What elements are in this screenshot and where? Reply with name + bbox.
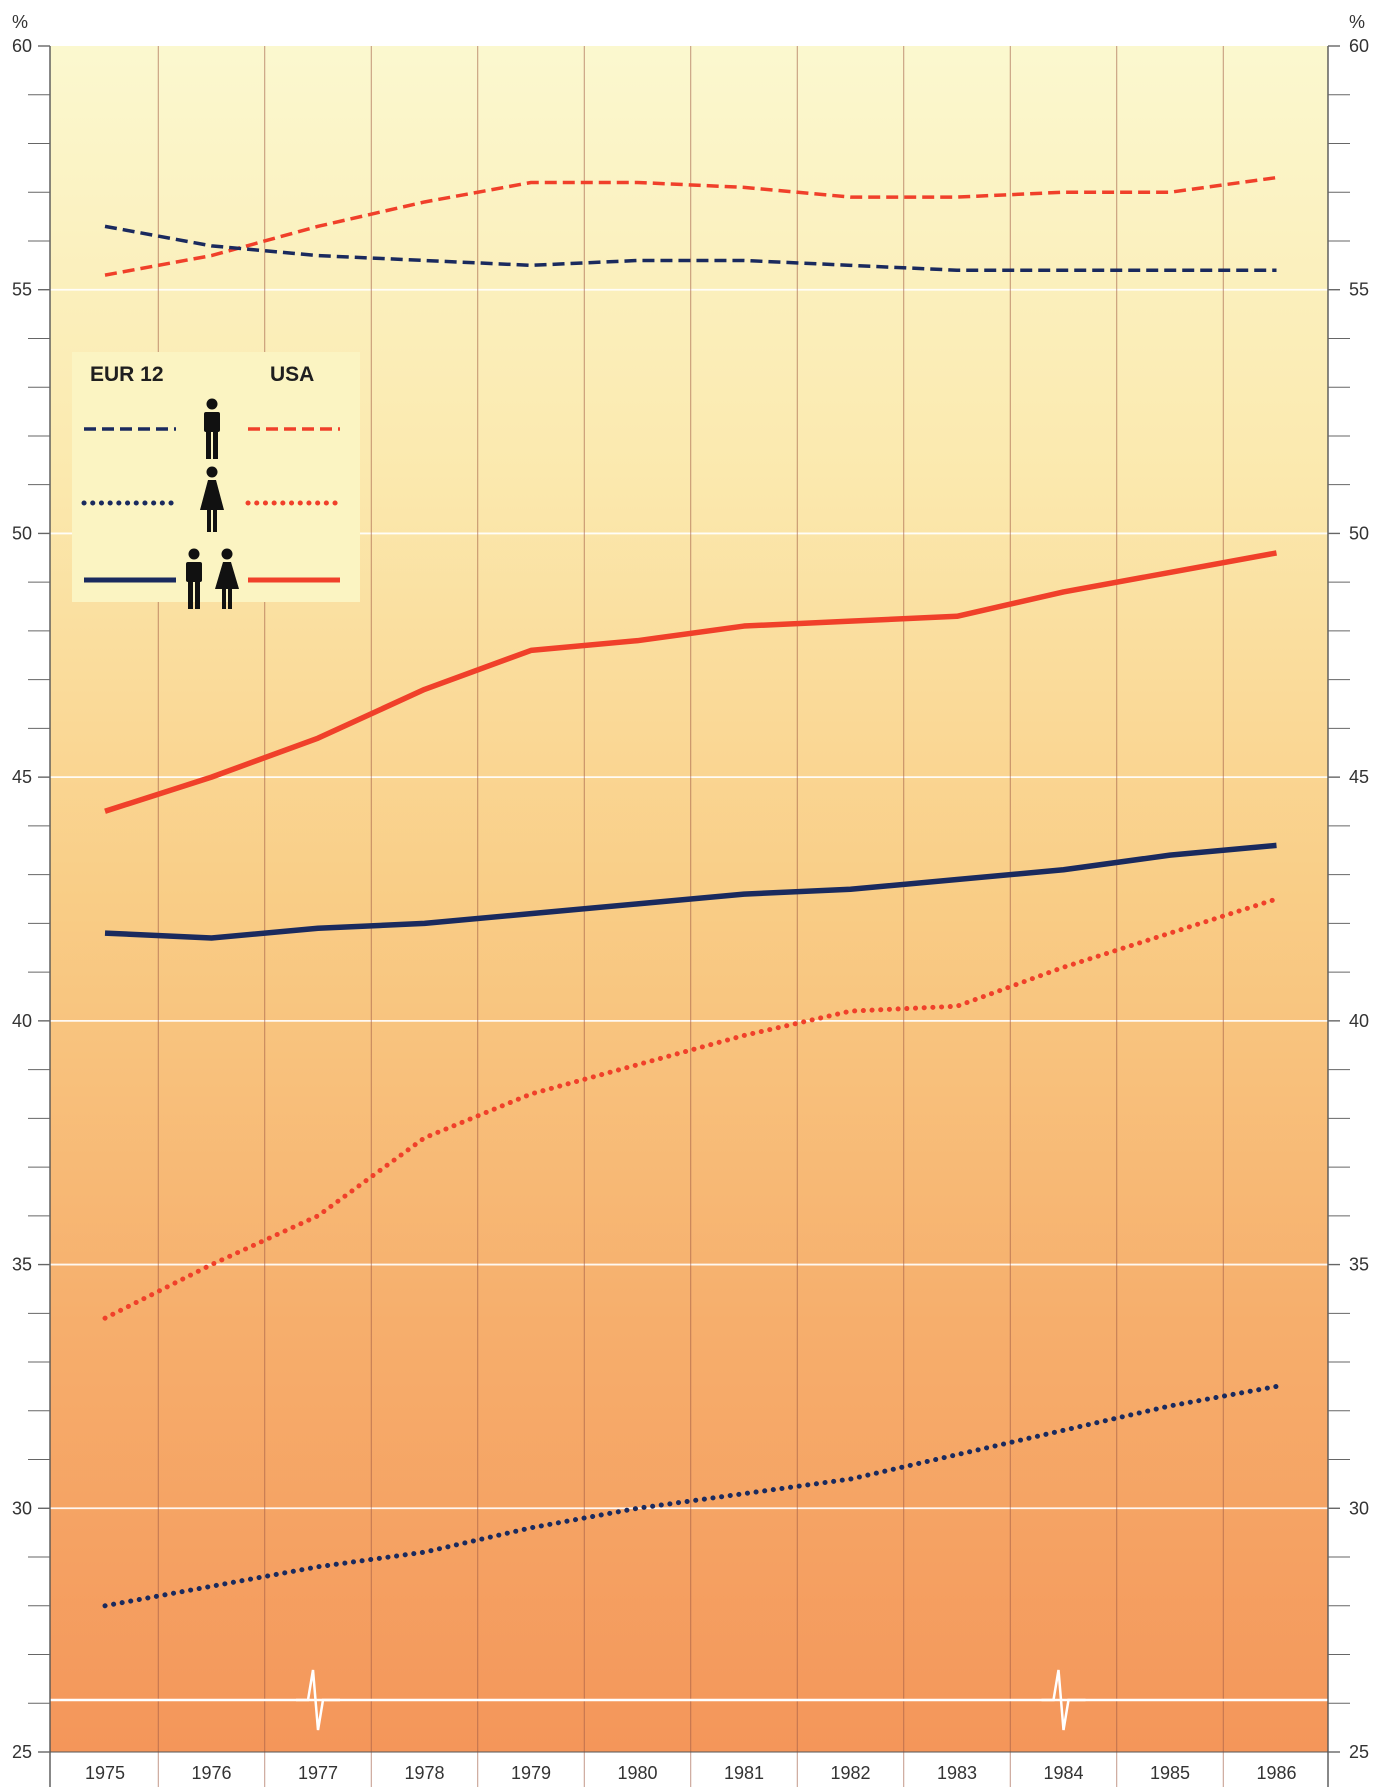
- y-tick-label-right: 30: [1349, 1498, 1369, 1518]
- y-tick-label-right: 25: [1349, 1742, 1369, 1762]
- man-woman-icon: [186, 548, 239, 609]
- series-lines: [102, 175, 1279, 1609]
- right-axis-ticks: [1328, 45, 1350, 1753]
- y-tick-label-right: 40: [1349, 1011, 1369, 1031]
- y-tick-label-left: 45: [12, 767, 32, 787]
- legend-background: [72, 352, 360, 602]
- y-tick-label-left: 25: [12, 1742, 32, 1762]
- x-tick-label-1985: 1985: [1150, 1763, 1190, 1783]
- horizontal-gridlines: [50, 288, 1328, 1510]
- x-tick-label-1986: 1986: [1256, 1763, 1296, 1783]
- series-usa-total: [104, 550, 1277, 814]
- x-tick-label-1981: 1981: [724, 1763, 764, 1783]
- x-tick-label-1975: 1975: [85, 1763, 125, 1783]
- axis-break: [50, 1669, 1328, 1731]
- series-eur12-men: [104, 224, 1277, 272]
- series-usa-women: [102, 896, 1279, 1321]
- y-tick-label-left: 60: [12, 36, 32, 56]
- y-tick-label-right: 50: [1349, 523, 1369, 543]
- series-eur12-women: [102, 1383, 1279, 1609]
- series-eur12-total: [104, 842, 1277, 941]
- y-tick-label-right: 60: [1349, 36, 1369, 56]
- right-axis-labels: 25 30 35 40 45 50 55 60: [1349, 36, 1369, 1762]
- x-tick-label-1983: 1983: [937, 1763, 977, 1783]
- y-unit-label-right: %: [1349, 12, 1365, 32]
- axes: [49, 46, 1329, 1787]
- legend: EUR 12 USA: [72, 352, 360, 609]
- x-tick-label-1976: 1976: [191, 1763, 231, 1783]
- left-axis-ticks: [28, 45, 50, 1753]
- x-tick-label-1980: 1980: [617, 1763, 657, 1783]
- y-tick-label-right: 55: [1349, 280, 1369, 300]
- man-icon: [204, 398, 220, 459]
- y-tick-label-right: 35: [1349, 1255, 1369, 1275]
- y-tick-label-left: 50: [12, 523, 32, 543]
- y-tick-label-left: 40: [12, 1011, 32, 1031]
- y-tick-label-left: 30: [12, 1498, 32, 1518]
- legend-header-usa: USA: [270, 363, 314, 386]
- x-tick-label-1979: 1979: [511, 1763, 551, 1783]
- y-tick-label-left: 35: [12, 1255, 32, 1275]
- axis-break-zigzag-2: [1041, 1669, 1086, 1731]
- y-unit-label-left: %: [12, 12, 28, 32]
- x-tick-label-1982: 1982: [830, 1763, 870, 1783]
- x-tick-label-1977: 1977: [298, 1763, 338, 1783]
- x-axis-labels: 1975 1976 1977 1978 1979 1980 1981 1982 1983 1984…: [85, 1763, 1297, 1783]
- x-tick-label-1978: 1978: [404, 1763, 444, 1783]
- series-usa-men: [104, 175, 1277, 277]
- y-tick-label-left: 55: [12, 280, 32, 300]
- left-axis-labels: 25 30 35 40 45 50 55 60: [12, 36, 32, 1762]
- y-tick-label-right: 45: [1349, 767, 1369, 787]
- x-tick-label-1984: 1984: [1043, 1763, 1083, 1783]
- legend-header-eur12: EUR 12: [90, 363, 164, 386]
- woman-icon: [200, 466, 224, 532]
- axis-break-zigzag-1: [296, 1669, 340, 1731]
